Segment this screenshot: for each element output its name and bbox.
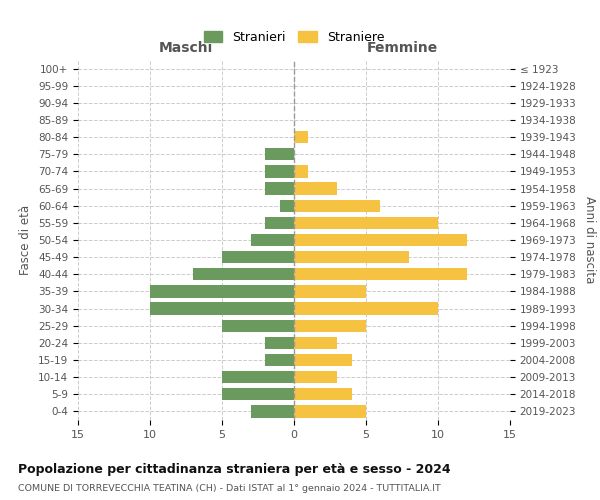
Bar	[294, 234, 467, 246]
Y-axis label: Fasce di età: Fasce di età	[19, 205, 32, 275]
Bar	[251, 406, 294, 417]
Y-axis label: Anni di nascita: Anni di nascita	[583, 196, 596, 284]
Text: Maschi: Maschi	[159, 41, 213, 55]
Text: Popolazione per cittadinanza straniera per età e sesso - 2024: Popolazione per cittadinanza straniera p…	[18, 462, 451, 475]
Bar	[280, 200, 294, 212]
Bar	[265, 336, 294, 349]
Text: Femmine: Femmine	[367, 41, 437, 55]
Bar	[222, 371, 294, 384]
Bar	[150, 302, 294, 314]
Bar	[294, 371, 337, 384]
Bar	[294, 406, 366, 417]
Bar	[265, 182, 294, 194]
Bar	[294, 200, 380, 212]
Bar	[294, 268, 467, 280]
Bar	[265, 216, 294, 229]
Bar	[251, 234, 294, 246]
Bar	[294, 354, 352, 366]
Bar	[294, 131, 308, 143]
Bar	[294, 251, 409, 264]
Bar	[294, 336, 337, 349]
Bar	[294, 302, 438, 314]
Bar	[294, 286, 366, 298]
Bar	[294, 216, 438, 229]
Bar	[222, 320, 294, 332]
Text: COMUNE DI TORREVECCHIA TEATINA (CH) - Dati ISTAT al 1° gennaio 2024 - TUTTITALIA: COMUNE DI TORREVECCHIA TEATINA (CH) - Da…	[18, 484, 441, 493]
Bar	[294, 182, 337, 194]
Bar	[294, 388, 352, 400]
Bar	[294, 166, 308, 177]
Bar	[222, 388, 294, 400]
Bar	[222, 251, 294, 264]
Bar	[265, 148, 294, 160]
Bar	[265, 354, 294, 366]
Bar	[193, 268, 294, 280]
Bar	[265, 166, 294, 177]
Bar	[294, 320, 366, 332]
Bar	[150, 286, 294, 298]
Legend: Stranieri, Straniere: Stranieri, Straniere	[197, 25, 391, 50]
